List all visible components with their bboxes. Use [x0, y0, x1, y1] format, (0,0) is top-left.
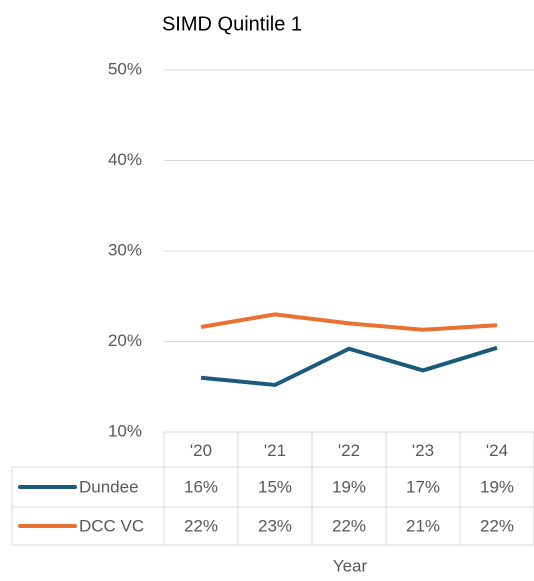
x-tick-label: '22 [338, 441, 360, 460]
table-value: 17% [406, 477, 440, 496]
legend-label: Dundee [79, 477, 139, 496]
table-value: 19% [480, 477, 514, 496]
y-tick-label: 50% [108, 59, 142, 78]
x-tick-label: '23 [412, 441, 434, 460]
x-tick-label: '21 [264, 441, 286, 460]
table-value: 22% [332, 516, 366, 535]
table-value: 22% [480, 516, 514, 535]
x-axis-label: Year [333, 556, 368, 575]
series-line [200, 312, 498, 332]
legend-label: DCC VC [79, 516, 144, 535]
y-tick-label: 20% [108, 331, 142, 350]
table-value: 16% [184, 477, 218, 496]
table-value: 15% [258, 477, 292, 496]
y-tick-label: 30% [108, 240, 142, 259]
table-value: 23% [258, 516, 292, 535]
table-value: 19% [332, 477, 366, 496]
table-value: 21% [406, 516, 440, 535]
chart-title: SIMD Quintile 1 [162, 13, 302, 35]
x-tick-label: '20 [190, 441, 212, 460]
series-line [200, 345, 498, 387]
table-value: 22% [184, 516, 218, 535]
y-tick-label: 10% [108, 421, 142, 440]
x-tick-label: '24 [486, 441, 508, 460]
y-tick-label: 40% [108, 150, 142, 169]
